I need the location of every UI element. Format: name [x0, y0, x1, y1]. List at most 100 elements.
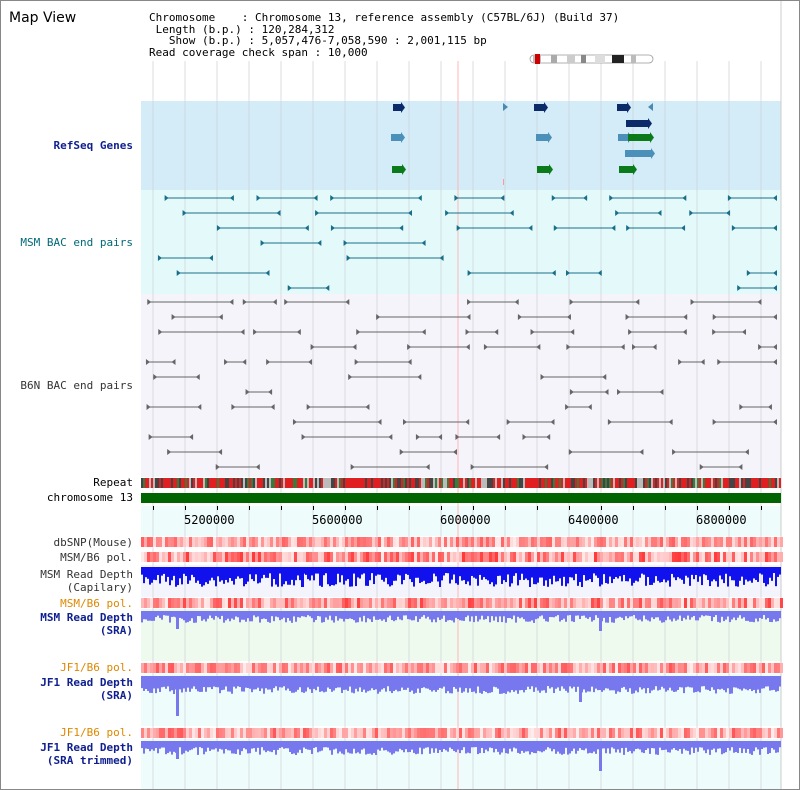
axis-tick — [281, 506, 282, 510]
jf1-depth-trim-bar — [449, 741, 451, 748]
repeat-segment — [621, 478, 623, 488]
track-label-msm-depth-sra[interactable]: MSM Read Depth — [40, 611, 133, 624]
msm-pol-strip — [426, 598, 429, 608]
bac-end-arrow — [553, 225, 558, 231]
msm-depth-sra-bar — [437, 611, 439, 618]
msm-pol-strip — [558, 598, 561, 608]
jf1-depth-sra-bar — [377, 676, 379, 694]
track-label-refseq[interactable]: RefSeq Genes — [53, 139, 133, 152]
dbsnp-strip — [753, 537, 756, 547]
msm-pol-strip — [378, 552, 381, 562]
msm-depth-cap-bar — [693, 567, 695, 580]
jf1-depth-sra-bar — [391, 676, 393, 694]
jf1-pol-strip — [141, 663, 144, 673]
jf1-depth-sra-bar — [367, 676, 369, 692]
jf1-pol-strip — [450, 728, 453, 738]
track-label-msm-depth-cap[interactable]: MSM Read Depth — [40, 568, 133, 581]
jf1-depth-trim-bar — [729, 741, 731, 751]
msm-depth-cap-bar — [437, 567, 439, 582]
msm-depth-sra-bar — [757, 611, 759, 622]
jf1-depth-trim-bar — [443, 741, 445, 749]
track-label-chromosome[interactable]: chromosome 13 — [46, 491, 133, 504]
jf1-pol-strip — [333, 728, 336, 738]
msm-pol-strip — [486, 552, 489, 562]
msm-pol-strip — [489, 552, 492, 562]
msm-depth-cap-bar — [205, 567, 207, 583]
msm-depth-cap-bar — [305, 567, 307, 575]
dbsnp-strip — [597, 537, 600, 547]
jf1-pol-strip — [777, 728, 780, 738]
dbsnp-strip — [153, 537, 156, 547]
jf1-pol-strip — [495, 663, 498, 673]
track-label-jf1-depth-sra[interactable]: JF1 Read Depth — [40, 676, 133, 689]
dbsnp-strip — [579, 537, 582, 547]
dbsnp-strip — [552, 537, 555, 547]
jf1-depth-sra-bar — [569, 676, 571, 687]
jf1-pol-strip — [294, 663, 297, 673]
repeat-segment — [299, 478, 301, 488]
jf1-pol-strip — [246, 728, 249, 738]
jf1-depth-sra-bar — [267, 676, 269, 690]
track-label-msm-pol-2[interactable]: MSM/B6 pol. — [60, 597, 133, 610]
track-label-msm-bac[interactable]: MSM BAC end pairs — [20, 236, 133, 249]
dbsnp-strip — [150, 537, 153, 547]
msm-depth-sra-bar — [201, 611, 203, 621]
jf1-depth-trim-bar — [221, 741, 223, 750]
dbsnp-strip — [141, 537, 144, 547]
jf1-depth-trim-bar — [685, 741, 687, 751]
jf1-pol-strip — [540, 728, 543, 738]
track-label-jf1-pol-1[interactable]: JF1/B6 pol. — [60, 661, 133, 674]
bac-end-arrow — [182, 210, 187, 216]
msm-depth-sra-bar — [235, 611, 237, 617]
msm-pol-strip — [651, 552, 654, 562]
repeat-segment — [251, 478, 253, 488]
jf1-depth-sra-bar — [651, 676, 653, 691]
jf1-depth-trim-bar — [525, 741, 527, 752]
jf1-depth-trim-bar — [337, 741, 339, 754]
jf1-pol-strip — [183, 663, 186, 673]
jf1-depth-trim-bar — [145, 741, 147, 749]
msm-pol-strip — [531, 598, 534, 608]
msm-depth-cap-bar — [285, 567, 287, 582]
jf1-pol-strip — [639, 728, 642, 738]
jf1-depth-sra-bar — [427, 676, 429, 689]
jf1-depth-sra-bar — [371, 676, 373, 689]
jf1-pol-strip — [486, 728, 489, 738]
msm-depth-cap-bar — [627, 567, 629, 582]
msm-depth-sra-bar — [333, 611, 335, 623]
bac-end-arrow — [350, 464, 355, 470]
track-label-jf1-depth-trim[interactable]: JF1 Read Depth — [40, 741, 133, 754]
msm-pol-strip — [324, 552, 327, 562]
msm-pol-strip — [258, 552, 261, 562]
track-label-repeat[interactable]: Repeat — [93, 476, 133, 489]
axis-tick — [569, 506, 570, 510]
track-label-b6n-bac[interactable]: B6N BAC end pairs — [20, 379, 133, 392]
track-label-dbsnp[interactable]: dbSNP(Mouse) — [53, 536, 133, 549]
msm-pol-strip — [753, 598, 756, 608]
bac-end-arrow — [773, 359, 777, 365]
jf1-pol-strip — [327, 728, 330, 738]
jf1-pol-strip — [507, 663, 510, 673]
dbsnp-strip — [426, 537, 429, 547]
dbsnp-strip — [201, 537, 204, 547]
chromosome-ideogram[interactable] — [529, 54, 655, 64]
track-label-jf1-pol-2[interactable]: JF1/B6 pol. — [60, 726, 133, 739]
jf1-depth-sra-bar — [727, 676, 729, 689]
msm-pol-strip — [312, 552, 315, 562]
jf1-depth-sra-bar — [401, 676, 403, 688]
repeat-segment — [743, 478, 745, 488]
msm-pol-strip — [480, 552, 483, 562]
repeat-segment — [525, 478, 527, 488]
msm-depth-cap-bar — [639, 567, 641, 578]
msm-depth-cap-bar — [325, 567, 327, 574]
track-label-msm-pol-1[interactable]: MSM/B6 pol. — [60, 551, 133, 564]
jf1-pol-strip — [483, 728, 486, 738]
track-label-msm-depth-sra-sub: (SRA) — [99, 624, 133, 637]
msm-pol-strip — [381, 598, 384, 608]
bac-end-arrow — [242, 299, 247, 305]
track-label-jf1-depth-sra-sub: (SRA) — [99, 689, 133, 702]
jf1-depth-sra-bar — [743, 676, 745, 689]
repeat-segment — [247, 478, 249, 488]
jf1-depth-sra-bar — [193, 676, 195, 687]
